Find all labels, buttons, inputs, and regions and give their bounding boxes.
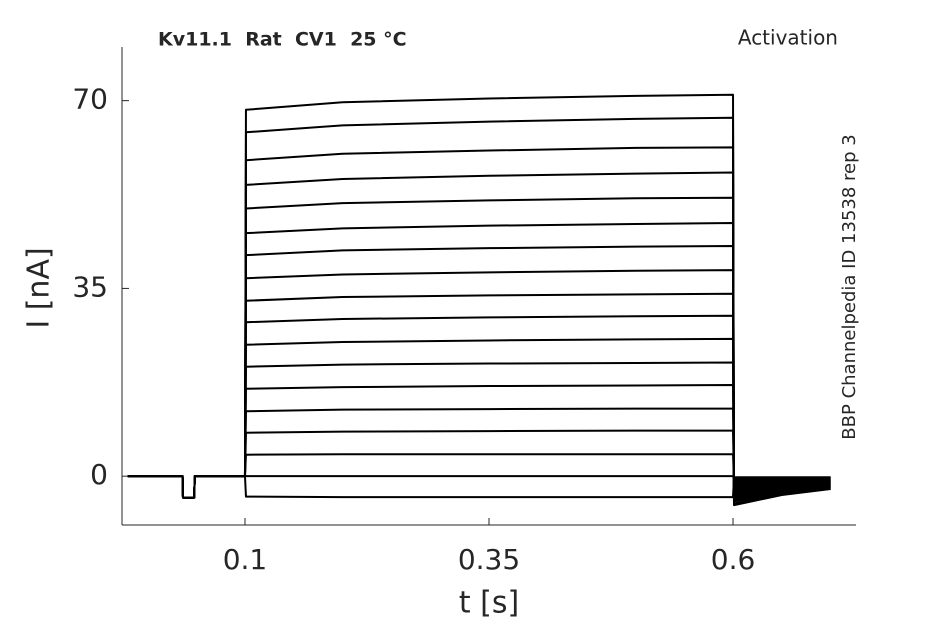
x-tick-label: 0.35 — [458, 543, 520, 576]
x-tick-label: 0.6 — [711, 543, 756, 576]
y-tick-label: 35 — [72, 270, 108, 303]
chart-subtitle: Activation — [738, 26, 838, 50]
annotation: BBP Channelpedia ID 13538 rep 3 — [839, 134, 860, 439]
y-axis-label: I [nA] — [22, 247, 57, 328]
trace — [127, 475, 831, 499]
y-tick-label: 0 — [90, 458, 108, 491]
x-axis-label: t [s] — [459, 586, 519, 621]
chart-title: Kv11.1 Rat CV1 25 °C — [158, 29, 407, 51]
y-tick-label: 70 — [72, 83, 108, 116]
x-tick-label: 0.1 — [223, 543, 268, 576]
